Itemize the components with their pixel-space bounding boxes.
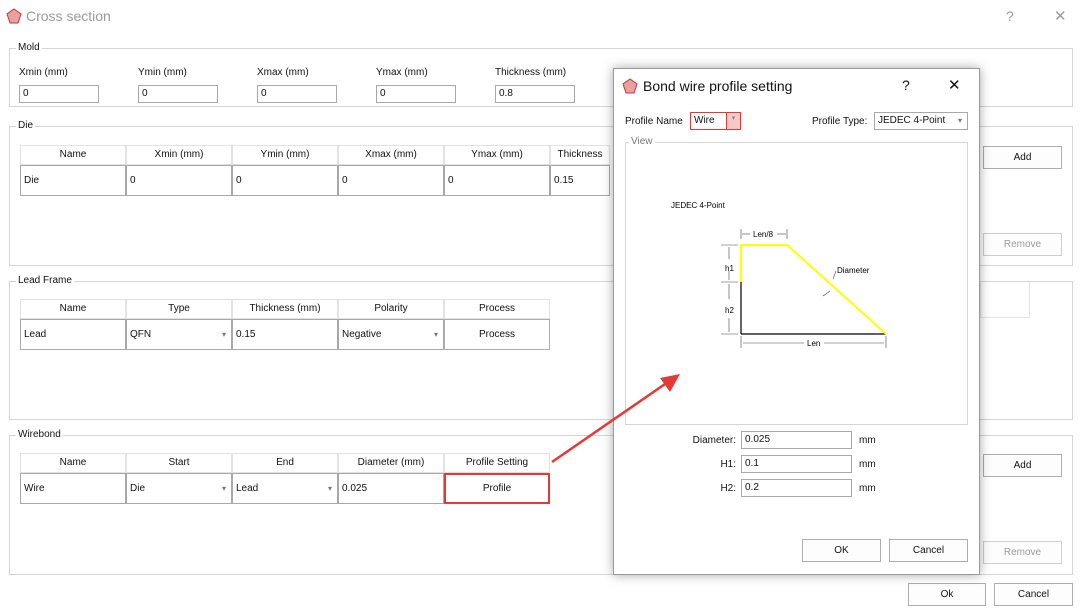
table-header: Ymin (mm) <box>232 145 338 165</box>
table-header: Diameter (mm) <box>338 453 444 473</box>
table-header: Thickness (mm) <box>232 299 338 319</box>
table-cell[interactable]: Lead <box>232 473 338 504</box>
table-cell[interactable]: 0 <box>444 165 550 196</box>
wirebond-remove-button[interactable]: Remove <box>983 541 1062 564</box>
h2-label: h2 <box>725 306 734 315</box>
lead-frame-group: Lead Frame <box>9 275 1073 420</box>
dialog-ok-button[interactable]: OK <box>802 539 881 562</box>
mold-field-input[interactable]: 0 <box>19 85 99 103</box>
wirebond-group: Wirebond <box>9 429 1073 575</box>
dialog-close-button[interactable]: ✕ <box>948 77 961 94</box>
profile-name-label: Profile Name <box>625 116 683 127</box>
dialog-field-input[interactable]: 0.025 <box>741 431 852 449</box>
mold-field-input[interactable]: 0 <box>376 85 456 103</box>
wirebond-label: Wirebond <box>16 429 63 440</box>
dialog-title: Bond wire profile setting <box>643 78 793 94</box>
mold-field-label: Ymax (mm) <box>376 67 428 78</box>
dialog-field-label: H1: <box>720 459 736 470</box>
diagram-title: JEDEC 4-Point <box>671 201 726 210</box>
table-cell[interactable]: 0 <box>338 165 444 196</box>
profile-name-value: Wire <box>694 115 715 126</box>
dialog-field-input[interactable]: 0.2 <box>741 479 852 497</box>
diameter-label: Diameter <box>837 266 870 275</box>
table-cell[interactable]: 0.025 <box>338 473 444 504</box>
mold-field-label: Ymin (mm) <box>138 67 187 78</box>
die-remove-button[interactable]: Remove <box>983 233 1062 256</box>
table-header: Start <box>126 453 232 473</box>
table-cell[interactable]: Die <box>20 165 126 196</box>
close-button[interactable]: ✕ <box>1054 8 1067 25</box>
table-cell[interactable]: QFN <box>126 319 232 350</box>
profile-type-combo[interactable]: JEDEC 4-Point <box>874 112 968 130</box>
mold-label: Mold <box>16 42 42 53</box>
mold-field-label: Thickness (mm) <box>495 67 567 78</box>
table-cell[interactable]: 0.15 <box>550 165 610 196</box>
len8-label: Len/8 <box>753 230 774 239</box>
table-header: Type <box>126 299 232 319</box>
table-cell[interactable]: 0 <box>232 165 338 196</box>
help-button[interactable]: ? <box>1006 8 1014 24</box>
app-logo-icon <box>6 8 22 24</box>
table-header: Name <box>20 299 126 319</box>
table-header: Polarity <box>338 299 444 319</box>
table-cell-button[interactable]: Process <box>444 319 550 350</box>
dialog-field-input[interactable]: 0.1 <box>741 455 852 473</box>
h1-label: h1 <box>725 264 734 273</box>
lead-frame-side-box <box>980 281 1030 318</box>
table-header: Name <box>20 453 126 473</box>
table-cell[interactable]: Negative <box>338 319 444 350</box>
mold-field-label: Xmax (mm) <box>257 67 309 78</box>
dialog-field-unit: mm <box>859 435 876 446</box>
wire-profile-line <box>740 244 887 335</box>
dialog-field-unit: mm <box>859 483 876 494</box>
table-header: Thickness <box>550 145 610 165</box>
table-header: Process <box>444 299 550 319</box>
profile-type-label: Profile Type: <box>812 116 868 127</box>
table-cell[interactable]: 0.15 <box>232 319 338 350</box>
table-cell[interactable]: Wire <box>20 473 126 504</box>
len-label: Len <box>807 339 820 348</box>
table-header: Xmax (mm) <box>338 145 444 165</box>
dialog-cancel-button[interactable]: Cancel <box>889 539 968 562</box>
table-header: Profile Setting <box>444 453 550 473</box>
dialog-help-button[interactable]: ? <box>902 77 910 93</box>
table-cell[interactable]: 0 <box>126 165 232 196</box>
die-group: Die <box>9 120 1073 266</box>
mold-field-label: Xmin (mm) <box>19 67 68 78</box>
table-header: Name <box>20 145 126 165</box>
die-add-button[interactable]: Add <box>983 146 1062 169</box>
lead-frame-label: Lead Frame <box>16 275 74 286</box>
table-cell[interactable]: Die <box>126 473 232 504</box>
cancel-button[interactable]: Cancel <box>994 583 1073 606</box>
bond-wire-profile-dialog: Bond wire profile setting ? ✕ Profile Na… <box>613 68 980 575</box>
dialog-field-label: H2: <box>720 483 736 494</box>
view-group: View JEDEC 4-Point Len/8 h1 h2 Len Diame… <box>625 136 968 425</box>
wire-profile-diagram: JEDEC 4-Point Len/8 h1 h2 Len Diameter <box>671 201 887 348</box>
table-cell[interactable]: Lead <box>20 319 126 350</box>
app-logo-icon <box>622 78 638 94</box>
table-cell-button[interactable]: Profile <box>444 473 550 504</box>
mold-group: Mold <box>9 42 1073 107</box>
table-header: Ymax (mm) <box>444 145 550 165</box>
dimension-lines <box>721 229 887 348</box>
ok-button[interactable]: Ok <box>908 583 986 606</box>
mold-field-input[interactable]: 0.8 <box>495 85 575 103</box>
profile-name-combo[interactable]: Wire ▾ <box>690 112 741 130</box>
dialog-field-label: Diameter: <box>692 435 736 446</box>
mold-field-input[interactable]: 0 <box>138 85 218 103</box>
wirebond-add-button[interactable]: Add <box>983 454 1062 477</box>
window-title: Cross section <box>26 8 111 24</box>
view-label: View <box>629 136 655 147</box>
die-label: Die <box>16 120 36 131</box>
chevron-down-icon: ▾ <box>726 113 740 129</box>
table-header: End <box>232 453 338 473</box>
table-header: Xmin (mm) <box>126 145 232 165</box>
mold-field-input[interactable]: 0 <box>257 85 337 103</box>
dialog-field-unit: mm <box>859 459 876 470</box>
